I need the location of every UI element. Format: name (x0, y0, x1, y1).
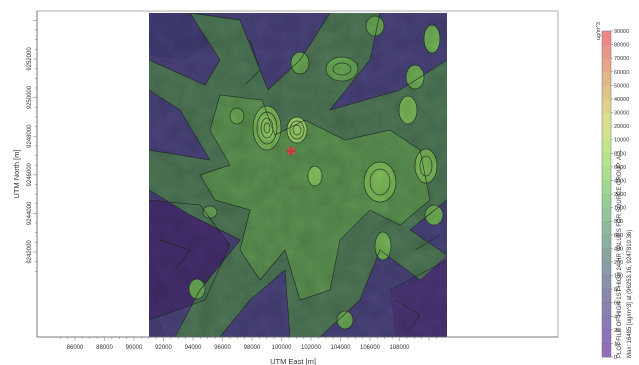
legend-swatch (602, 248, 611, 263)
legend-swatch (602, 139, 611, 154)
x-tick-label: 108000 (389, 345, 410, 351)
x-axis-title: UTM East [m] (270, 357, 316, 365)
x-axis: 86000 88000 90000 92000 94000 96000 98000 10000… (37, 336, 558, 365)
legend-level-label: 8000 (614, 151, 626, 157)
x-tick-label: 100000 (271, 345, 292, 351)
legend-swatch (602, 221, 611, 236)
y-tick-label: 9244000 (27, 201, 33, 225)
y-tick-label: 9252000 (27, 47, 33, 71)
legend-level-label: 40000 (614, 97, 629, 103)
legend-level-label: 400 (614, 246, 623, 252)
legend-level-label: 100 (614, 274, 623, 280)
legend-labels: 9000080000700006000050000400003000020000… (611, 29, 629, 361)
map-corner-label: 9 (158, 326, 162, 332)
legend-swatch (602, 44, 611, 59)
y-tick-label: 9246000 (27, 162, 33, 186)
y-tick-label: 9248000 (27, 124, 33, 148)
legend-level-label: 60 (614, 301, 620, 307)
legend-swatch (602, 275, 611, 290)
legend-swatch (602, 289, 611, 303)
legend-level-label: 40 (614, 314, 620, 320)
legend-swatch (602, 166, 611, 181)
legend-level-label: 4000 (614, 178, 626, 184)
legend-level-label: 80000 (614, 43, 629, 49)
x-tick-label: 92000 (155, 345, 172, 351)
legend-level-label: 0 (614, 355, 617, 361)
legend-swatch (602, 98, 611, 113)
legend-level-label: 80 (614, 287, 620, 293)
contour-map (149, 13, 447, 337)
x-tick-label: 86000 (67, 345, 84, 351)
legend-level-label: 10000 (614, 138, 629, 144)
x-tick-label: 96000 (214, 345, 231, 351)
y-tick-label: 9250000 (27, 85, 33, 109)
legend-level-label: 20000 (614, 124, 629, 130)
legend-level-label: 30000 (614, 111, 629, 117)
legend-swatch (602, 343, 611, 358)
legend-swatch (602, 85, 611, 100)
legend-unit-label: ug/m^3 (596, 22, 602, 40)
y-axis-title: UTM North [m] (12, 149, 21, 198)
legend-swatch (602, 126, 611, 140)
x-tick-label: 104000 (330, 345, 351, 351)
y-tick-label: 9242000 (27, 240, 33, 264)
legend-level-label: 200 (614, 260, 623, 266)
legend-level-label: 800 (614, 219, 623, 225)
legend-swatch (602, 316, 611, 331)
legend-level-label: 90000 (614, 29, 629, 35)
legend-swatch (602, 112, 611, 127)
legend-swatch (602, 261, 611, 276)
legend-swatch (602, 153, 611, 168)
legend-level-label: 60000 (614, 70, 629, 76)
y-tick-labels: 9242000 9244000 9246000 9248000 9250000 92520… (27, 47, 33, 264)
legend-swatch (602, 207, 611, 222)
source-marker (286, 146, 296, 156)
legend-swatch (602, 329, 611, 344)
legend-swatch (602, 58, 611, 73)
legend-swatch (602, 234, 611, 249)
x-tick-label: 106000 (360, 345, 381, 351)
legend-title: PLOT FILE OF HIGH 1ST HIGH 24-HR VALUES … (617, 149, 623, 358)
legend-level-label: 2000 (614, 192, 626, 198)
y-axis: 9242000 9244000 9246000 9248000 9250000 92520… (12, 11, 38, 337)
legend-swatch (602, 180, 611, 195)
legend: 9000080000700006000050000400003000020000… (596, 22, 633, 361)
x-tick-label: 98000 (244, 345, 261, 351)
legend-swatch (602, 31, 611, 45)
legend-level-label: 50000 (614, 83, 629, 89)
legend-level-label: 70000 (614, 56, 629, 62)
legend-swatch (602, 71, 611, 86)
legend-swatch (602, 194, 611, 208)
legend-level-label: 10 (614, 341, 620, 347)
legend-level-label: 6000 (614, 165, 626, 171)
x-tick-label: 102000 (301, 345, 322, 351)
x-tick-labels: 86000 88000 90000 92000 94000 96000 98000 10000… (67, 345, 411, 351)
legend-level-label: 600 (614, 233, 623, 239)
legend-max-note: Max: 16485 [ug/m^3] at (96253.16, 924781… (627, 230, 633, 358)
x-tick-label: 88000 (96, 345, 113, 351)
legend-level-label: 1000 (614, 206, 626, 212)
x-tick-label: 94000 (185, 345, 202, 351)
legend-swatch (602, 302, 611, 317)
legend-level-label: 20 (614, 328, 620, 334)
x-tick-label: 90000 (126, 345, 143, 351)
